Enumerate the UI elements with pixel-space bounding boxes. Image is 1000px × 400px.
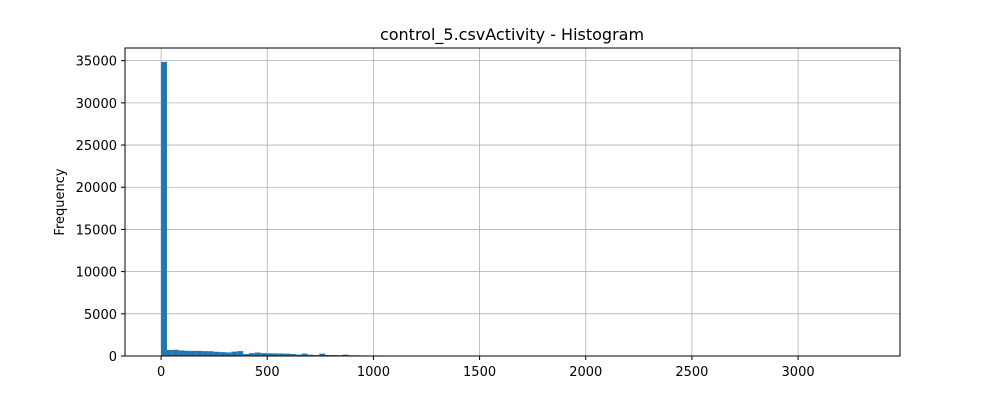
histogram-bar [190,350,197,356]
histogram-bar [178,350,185,356]
histogram-bar [278,353,285,356]
y-tick-label: 10000 [76,266,117,281]
y-tick-label: 35000 [76,55,117,70]
x-tick-label: 0 [157,365,165,380]
y-tick-label: 5000 [84,308,117,323]
histogram-bar [225,352,232,356]
histogram-bar [172,349,179,356]
chart-title: control_5.csvActivity - Histogram [380,25,644,45]
x-tick-label: 1000 [357,365,390,380]
y-axis-ticks: 0 5000 10000 15000 20000 25000 30000 35000 [76,55,125,365]
histogram-bar [202,351,208,356]
histogram-bar [166,349,173,356]
histogram-bar [243,354,249,356]
x-tick-label: 2500 [675,365,708,380]
histogram-bar [307,354,314,356]
y-tick-label: 0 [109,350,117,365]
histogram-bar [219,352,226,356]
histogram-bar [161,61,167,357]
histogram-bar [213,351,220,356]
y-tick-label: 25000 [76,139,117,154]
histogram-bar [207,351,214,356]
grid-lines [125,48,900,357]
y-axis-label: Frequency [53,168,68,235]
y-tick-label: 15000 [76,223,117,238]
plot-area [125,48,900,356]
histogram-bar [272,353,279,356]
x-axis-ticks: 0 500 1000 1500 2000 2500 3000 [157,356,815,380]
histogram-bar [342,354,349,356]
histogram-bar [237,351,244,356]
y-tick-label: 20000 [76,181,117,196]
x-tick-label: 1500 [463,365,496,380]
x-tick-label: 2000 [569,365,602,380]
histogram-bar [231,351,238,356]
histogram-bar [295,354,302,356]
plot-frame [124,47,901,357]
histogram-bars [161,61,859,357]
y-tick-label: 30000 [76,97,117,112]
histogram-bar [290,353,296,356]
histogram-bar [184,350,191,356]
histogram-bar [196,350,203,356]
histogram-bar [319,353,326,356]
histogram-bar [254,352,261,356]
histogram-bar [249,353,255,356]
histogram-bar [325,354,332,356]
histogram-bar [260,353,267,356]
histogram-bar [266,353,273,356]
histogram-bar [301,353,308,356]
histogram-bar [284,353,291,356]
x-tick-label: 500 [255,365,280,380]
x-tick-label: 3000 [782,365,815,380]
